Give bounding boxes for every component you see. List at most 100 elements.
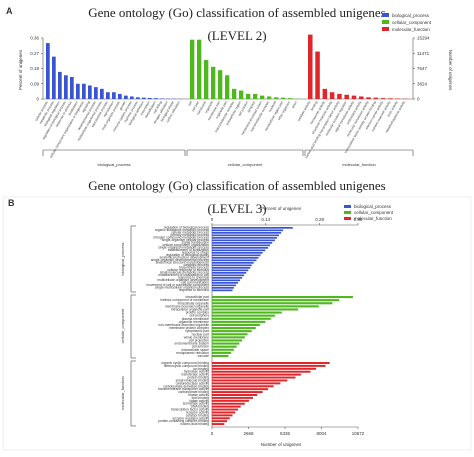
bar [212, 284, 236, 287]
bar [281, 97, 286, 99]
bar [212, 232, 282, 234]
bar [212, 302, 333, 305]
category-label: organelle membrane [179, 320, 209, 324]
bar [212, 399, 249, 402]
panel-b-group-cc: cellular_component [120, 308, 125, 344]
bar [359, 96, 364, 99]
bar [212, 388, 269, 391]
panel-b-category-labels: regulation of biological processorganic … [146, 226, 209, 426]
category-label: small molecule metabolic process [160, 271, 210, 275]
panel-b-bars [212, 227, 353, 426]
bar [46, 43, 50, 99]
bar [212, 279, 241, 282]
tick-label: 0.18 [30, 66, 39, 71]
bar [212, 402, 245, 405]
bar [212, 264, 252, 267]
tick-label: 11471 [417, 51, 430, 56]
panel-b-top-label: Percent of unigenes [261, 206, 302, 211]
category-label: cell part [191, 100, 200, 112]
bar [308, 34, 313, 99]
legend-a-swatch-bp [382, 13, 389, 17]
bar [218, 70, 223, 99]
panel-b-group-bp: biological_process [120, 243, 125, 276]
category-label: cell [187, 100, 193, 106]
category-label: cellular metabolic process [171, 231, 209, 235]
category-label: organic substance metabolic process [155, 228, 210, 232]
category-label: cytoplasmic part [185, 329, 209, 333]
bar [212, 423, 225, 426]
bar [212, 317, 271, 320]
category-label: isomerase activity [183, 402, 210, 406]
panel-a-bars [46, 34, 408, 99]
bar [212, 342, 240, 345]
category-label: cofactor binding [186, 413, 209, 417]
legend-a-label-mf: molecular_function [392, 27, 430, 32]
category-label: endoplasmic reticulum [176, 351, 209, 355]
panel-a-yright-label: Number of unigenes [448, 50, 453, 91]
tick-label: 15294 [417, 36, 430, 41]
bar [395, 98, 400, 99]
panel-a-letter: A [6, 6, 13, 16]
category-label: non-membrane-bounded organelle [158, 323, 209, 327]
category-label: multicellular organism development [157, 278, 209, 282]
tick-label: 0.38 [354, 217, 363, 222]
category-label: kinase activity [188, 393, 209, 397]
tick-label: 0 [417, 97, 420, 102]
bar [212, 287, 234, 289]
bar [52, 56, 56, 99]
panel-b-group-brackets [130, 225, 136, 427]
bar [373, 97, 379, 99]
bar [212, 320, 266, 323]
bar [94, 87, 98, 99]
legend-a-swatch-mf [382, 27, 389, 31]
bar [154, 98, 158, 99]
panel-b-subtitle: (LEVEL 3) [207, 201, 266, 216]
panel-b-top-ticks: 0 0.14 0.28 0.38 [211, 217, 363, 225]
category-label: cellular component organization [162, 243, 209, 247]
tick-label: 0.27 [30, 51, 39, 56]
tick-label: 2668 [243, 431, 254, 436]
tick-label: 0 [211, 217, 214, 222]
panel-b-frame [2, 196, 472, 451]
bar [212, 272, 247, 274]
bar [130, 96, 134, 99]
category-label: signal transduction [182, 241, 210, 245]
category-label: signaling [81, 100, 91, 113]
bar [351, 95, 357, 99]
category-label: organic cyclic compound binding [161, 361, 209, 365]
tick-label: 0.36 [30, 36, 39, 41]
category-label: cellular response to stimulus [167, 268, 209, 272]
bar [118, 93, 122, 99]
bar [212, 339, 243, 342]
bar [212, 267, 251, 269]
category-label: locomotion [140, 100, 151, 116]
bar [212, 234, 280, 237]
category-label: enzyme regulator activity [173, 416, 210, 420]
tick-label: 8004 [316, 431, 327, 436]
category-label: transcription factor activity [171, 408, 209, 412]
bar [70, 76, 74, 99]
category-label: ligase activity [189, 399, 209, 403]
bar [212, 420, 228, 423]
panel-b-xlabel: Number of unigenes [261, 442, 302, 447]
bar [212, 305, 319, 308]
bar [212, 414, 233, 417]
category-label: establishment of localization [168, 248, 209, 252]
bar [212, 417, 230, 420]
category-label: cell killing [152, 100, 162, 114]
bar [212, 373, 301, 376]
bar [212, 379, 288, 382]
legend-a-label-bp: biological_process [392, 13, 430, 18]
bar [212, 394, 258, 396]
bar [212, 396, 254, 399]
category-label: binding [310, 100, 319, 111]
category-label: regulation of biological process [164, 226, 210, 230]
bar [212, 348, 234, 351]
legend-b-label-bp: biological_process [354, 204, 392, 209]
category-label: intrinsic component of membrane [160, 298, 209, 302]
bar [212, 314, 275, 317]
bar [212, 362, 330, 364]
bar [212, 274, 245, 277]
